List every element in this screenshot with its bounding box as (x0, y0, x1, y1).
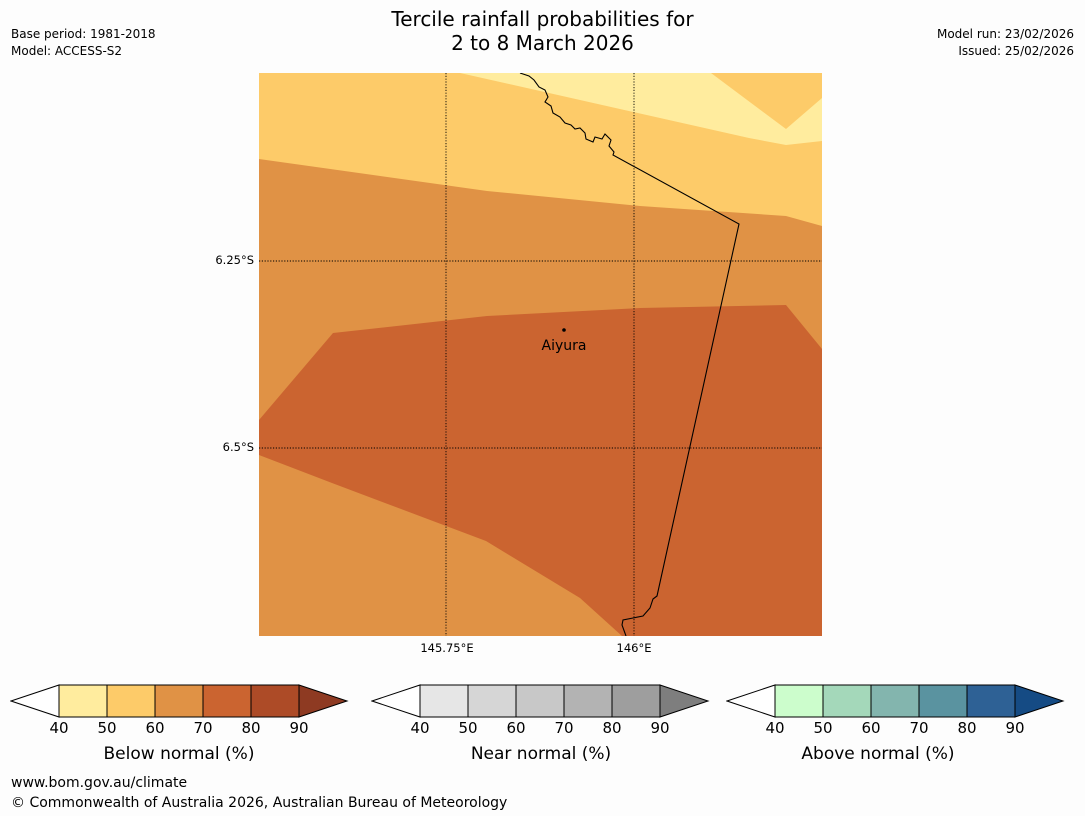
colorbar-near-swatch (563, 684, 613, 718)
colorbar-below-bar (10, 684, 349, 718)
model-text: Model: ACCESS-S2 (11, 44, 123, 58)
colorbar-below-swatch (154, 684, 204, 718)
colorbar-near-tick: 50 (458, 719, 478, 737)
lat-label-2: 6.5°S (222, 440, 254, 454)
colorbar-near-swatch (419, 684, 469, 718)
colorbar-near-tick: 60 (506, 719, 526, 737)
colorbar-above-swatch (918, 684, 968, 718)
lat-label-1: 6.25°S (215, 253, 254, 267)
colorbar-near-swatch (467, 684, 517, 718)
colorbar-above-label: Above normal (%) (801, 744, 955, 764)
colorbar-above-extend-min (726, 684, 776, 718)
colorbar-above-tick: 50 (813, 719, 833, 737)
colorbar-above-swatch (774, 684, 824, 718)
border-line (519, 73, 740, 636)
colorbar-below-swatch (250, 684, 300, 718)
colorbar-near-tick: 90 (650, 719, 670, 737)
map-title: Tercile rainfall probabilities for 2 to … (0, 7, 1085, 55)
footer-copyright: © Commonwealth of Australia 2026, Austra… (11, 795, 508, 811)
colorbar-above-tick: 60 (861, 719, 881, 737)
colorbar-above-tick: 70 (909, 719, 929, 737)
map-plot: Aiyura (259, 73, 822, 636)
colorbar-below-tick: 40 (49, 719, 69, 737)
colorbar-above-swatch (822, 684, 872, 718)
colorbar-above-tick: 90 (1005, 719, 1025, 737)
lon-label-2: 146°E (616, 641, 652, 655)
colorbar-below-tick: 80 (241, 719, 261, 737)
region-70-80-central (259, 305, 822, 636)
colorbar-below-swatch (202, 684, 252, 718)
colorbar-below-tick: 90 (289, 719, 309, 737)
colorbar-above-tick: 80 (957, 719, 977, 737)
place-label: Aiyura (542, 338, 587, 354)
region-40-50-north (460, 73, 822, 145)
place-marker (562, 328, 566, 332)
colorbar-above: 40 50 60 70 80 90 Above normal (%) (726, 684, 1066, 774)
meta-left: Base period: 1981-2018 Model: ACCESS-S2 (11, 26, 156, 60)
colorbar-near-extend-min (371, 684, 421, 718)
model-run-text: Model run: 23/02/2026 (936, 27, 1074, 41)
colorbar-below-tick: 60 (145, 719, 165, 737)
title-line-2: 2 to 8 March 2026 (451, 31, 634, 55)
colorbar-near-tick: 70 (554, 719, 574, 737)
colorbar-above-extend-max (1014, 684, 1065, 718)
colorbar-above-bar (726, 684, 1065, 718)
colorbar-below-tick: 70 (193, 719, 213, 737)
colorbar-near-bar (371, 684, 710, 718)
colorbar-below-swatch (58, 684, 108, 718)
colorbar-near-swatch (515, 684, 565, 718)
base-period-text: Base period: 1981-2018 (11, 27, 156, 41)
colorbar-near-tick: 80 (602, 719, 622, 737)
colorbar-near-tick: 40 (410, 719, 430, 737)
colorbar-above-swatch (870, 684, 920, 718)
colorbar-below: 40 50 60 70 80 90 Below normal (%) (10, 684, 350, 774)
colorbar-near-label: Near normal (%) (470, 744, 612, 764)
colorbar-above-tick: 40 (765, 719, 785, 737)
colorbar-near-swatch (611, 684, 661, 718)
footer-url: www.bom.gov.au/climate (11, 775, 188, 791)
colorbar-below-extend-max (298, 684, 349, 718)
colorbar-below-tick: 50 (97, 719, 117, 737)
colorbar-below-label: Below normal (%) (103, 744, 255, 764)
colorbar-below-extend-min (10, 684, 60, 718)
issued-text: Issued: 25/02/2026 (958, 44, 1074, 58)
colorbar-below-swatch (106, 684, 156, 718)
colorbar-above-swatch (966, 684, 1016, 718)
meta-right: Model run: 23/02/2026 Issued: 25/02/2026 (937, 26, 1074, 60)
lon-label-1: 145.75°E (420, 641, 474, 655)
title-line-1: Tercile rainfall probabilities for (391, 7, 694, 31)
colorbar-near-extend-max (659, 684, 710, 718)
colorbar-near: 40 50 60 70 80 90 Near normal (%) (371, 684, 711, 774)
